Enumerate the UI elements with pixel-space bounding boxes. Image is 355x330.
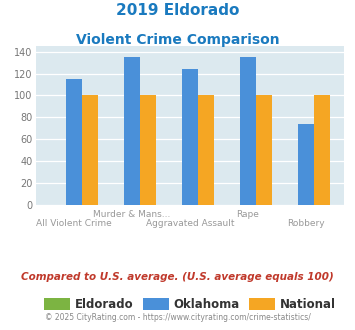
Bar (298, 124, 314, 205)
Bar (256, 95, 272, 205)
Bar (182, 69, 198, 205)
Text: Violent Crime Comparison: Violent Crime Comparison (76, 33, 279, 47)
Bar (140, 95, 156, 205)
Bar (198, 95, 214, 205)
Text: Robbery: Robbery (287, 219, 325, 228)
Text: Aggravated Assault: Aggravated Assault (146, 219, 234, 228)
Bar (314, 95, 330, 205)
Text: Rape: Rape (236, 210, 260, 218)
Bar (124, 57, 140, 205)
Bar (66, 79, 82, 205)
Text: All Violent Crime: All Violent Crime (36, 219, 112, 228)
Text: Murder & Mans...: Murder & Mans... (93, 210, 171, 218)
Text: 2019 Eldorado: 2019 Eldorado (116, 3, 239, 18)
Text: Compared to U.S. average. (U.S. average equals 100): Compared to U.S. average. (U.S. average … (21, 272, 334, 282)
Bar (240, 57, 256, 205)
Legend: Eldorado, Oklahoma, National: Eldorado, Oklahoma, National (39, 293, 340, 315)
Text: © 2025 CityRating.com - https://www.cityrating.com/crime-statistics/: © 2025 CityRating.com - https://www.city… (45, 314, 310, 322)
Bar (82, 95, 98, 205)
